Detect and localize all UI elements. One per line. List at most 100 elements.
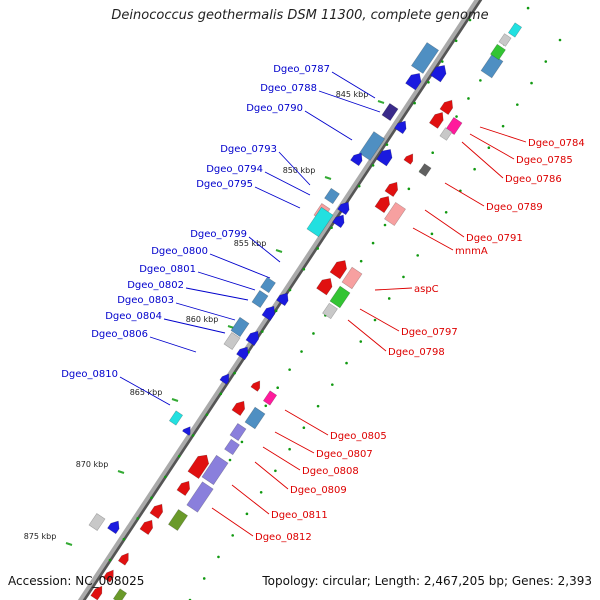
- gene-arrow: [384, 181, 399, 198]
- ruler-dot: [467, 97, 470, 100]
- gene-arrow: [316, 278, 333, 296]
- gene-arrow: [376, 149, 393, 167]
- gene-label[interactable]: Dgeo_0797: [401, 327, 458, 338]
- gene-label[interactable]: Dgeo_0794: [206, 164, 263, 175]
- label-leader: [163, 318, 226, 334]
- gene-label[interactable]: Dgeo_0790: [246, 103, 303, 114]
- tick-label: 845 kbp: [336, 90, 369, 99]
- gene-arrow: [176, 480, 191, 497]
- gene-label[interactable]: Dgeo_0785: [516, 155, 573, 166]
- label-leader: [185, 287, 249, 301]
- gene-label[interactable]: Dgeo_0807: [316, 449, 373, 460]
- tick-mark: [65, 542, 73, 546]
- ruler-dot: [217, 555, 220, 559]
- gene-label[interactable]: Dgeo_0800: [151, 246, 208, 257]
- ruler-dot: [444, 211, 448, 214]
- gene-arrow: [182, 426, 191, 436]
- gene-label[interactable]: Dgeo_0808: [302, 466, 359, 477]
- gene-arrow: [261, 305, 276, 322]
- gene-label[interactable]: aspC: [414, 284, 439, 295]
- gene-label[interactable]: Dgeo_0810: [61, 369, 118, 380]
- label-leader: [149, 336, 197, 353]
- gene-arrow: [251, 289, 269, 309]
- gene-label[interactable]: Dgeo_0802: [127, 280, 184, 291]
- gene-labels: Dgeo_0787 Dgeo_0788 Dgeo_0790 Dgeo_0793 Dgeo…: [61, 64, 585, 543]
- label-leader: [119, 376, 171, 406]
- gene-arrow: [229, 422, 247, 442]
- gene-arrow: [149, 503, 164, 520]
- gene-label[interactable]: Dgeo_0789: [486, 202, 543, 213]
- label-leader: [278, 151, 311, 186]
- gene-label[interactable]: Dgeo_0786: [505, 174, 562, 185]
- tick-mark: [324, 176, 332, 180]
- gene-arrow: [139, 519, 154, 536]
- gene-arrow: [439, 99, 454, 116]
- gene-label[interactable]: Dgeo_0784: [528, 138, 585, 149]
- ruler-dot: [245, 512, 249, 516]
- ruler-dot: [259, 491, 263, 494]
- gene-label[interactable]: Dgeo_0805: [330, 431, 387, 442]
- gene-label[interactable]: Dgeo_0788: [260, 83, 317, 94]
- gene-label[interactable]: Dgeo_0791: [466, 233, 523, 244]
- gene-arrow: [90, 585, 103, 600]
- gene-label[interactable]: Dgeo_0799: [190, 229, 247, 240]
- gene-label[interactable]: Dgeo_0809: [290, 485, 347, 496]
- gene-label[interactable]: Dgeo_0801: [139, 264, 196, 275]
- tick-label: 860 kbp: [186, 315, 219, 324]
- label-leader: [254, 186, 301, 209]
- gene-label[interactable]: Dgeo_0798: [388, 347, 445, 358]
- gene-arrow: [322, 302, 338, 320]
- ruler-dot: [205, 413, 209, 416]
- gene-arrow: [329, 285, 351, 309]
- gene-label[interactable]: Dgeo_0812: [255, 532, 312, 543]
- ruler-dot: [330, 226, 333, 229]
- gene-arrow: [498, 33, 512, 47]
- ruler-dot: [430, 232, 434, 236]
- gene-label[interactable]: Dgeo_0793: [220, 144, 277, 155]
- gene-label[interactable]: Dgeo_0811: [271, 510, 328, 521]
- gene-arrow: [245, 330, 260, 347]
- ruler-dot: [191, 434, 195, 437]
- ruler-dot: [359, 259, 363, 263]
- gene-arrow: [168, 410, 184, 426]
- ruler-dot: [383, 223, 387, 227]
- gene-label[interactable]: Dgeo_0795: [196, 179, 253, 190]
- gene-label[interactable]: Dgeo_0803: [117, 295, 174, 306]
- gene-arrow: [374, 195, 390, 214]
- gene-arrow: [201, 454, 229, 486]
- gene-arrow: [102, 569, 114, 583]
- gene-label[interactable]: mnmA: [455, 246, 488, 257]
- gene-arrow: [167, 509, 189, 531]
- gene-arrow: [381, 102, 399, 122]
- label-leader: [304, 110, 353, 141]
- ruler-dot: [177, 454, 181, 458]
- ruler-dot: [487, 146, 491, 149]
- label-leader: [211, 507, 254, 537]
- gene-arrow: [332, 214, 345, 229]
- ruler-dot: [357, 184, 361, 188]
- ruler-dot: [219, 392, 223, 396]
- ruler-dot: [516, 103, 519, 106]
- tick-mark: [275, 249, 283, 253]
- ruler-dot: [108, 558, 112, 562]
- tick-label: 850 kbp: [283, 166, 316, 175]
- label-leader: [284, 409, 329, 436]
- ruler-dot: [501, 124, 505, 128]
- gene-arrow: [219, 373, 230, 385]
- gene-label[interactable]: Dgeo_0787: [273, 64, 330, 75]
- gene-arrow: [260, 276, 276, 294]
- ruler-dot: [276, 386, 279, 389]
- gene-arrow: [236, 346, 249, 361]
- ruler-dot: [402, 275, 405, 279]
- ruler-dot: [454, 39, 458, 43]
- gene-label[interactable]: Dgeo_0804: [105, 311, 162, 322]
- ruler-dot: [373, 318, 377, 322]
- gene-arrow: [324, 187, 340, 205]
- gene-arrow: [428, 111, 444, 129]
- ruler-dot: [274, 469, 277, 473]
- gene-label[interactable]: Dgeo_0806: [91, 329, 148, 340]
- gene-arrow: [244, 406, 266, 430]
- label-leader: [248, 236, 281, 263]
- gene-arrow: [107, 520, 120, 535]
